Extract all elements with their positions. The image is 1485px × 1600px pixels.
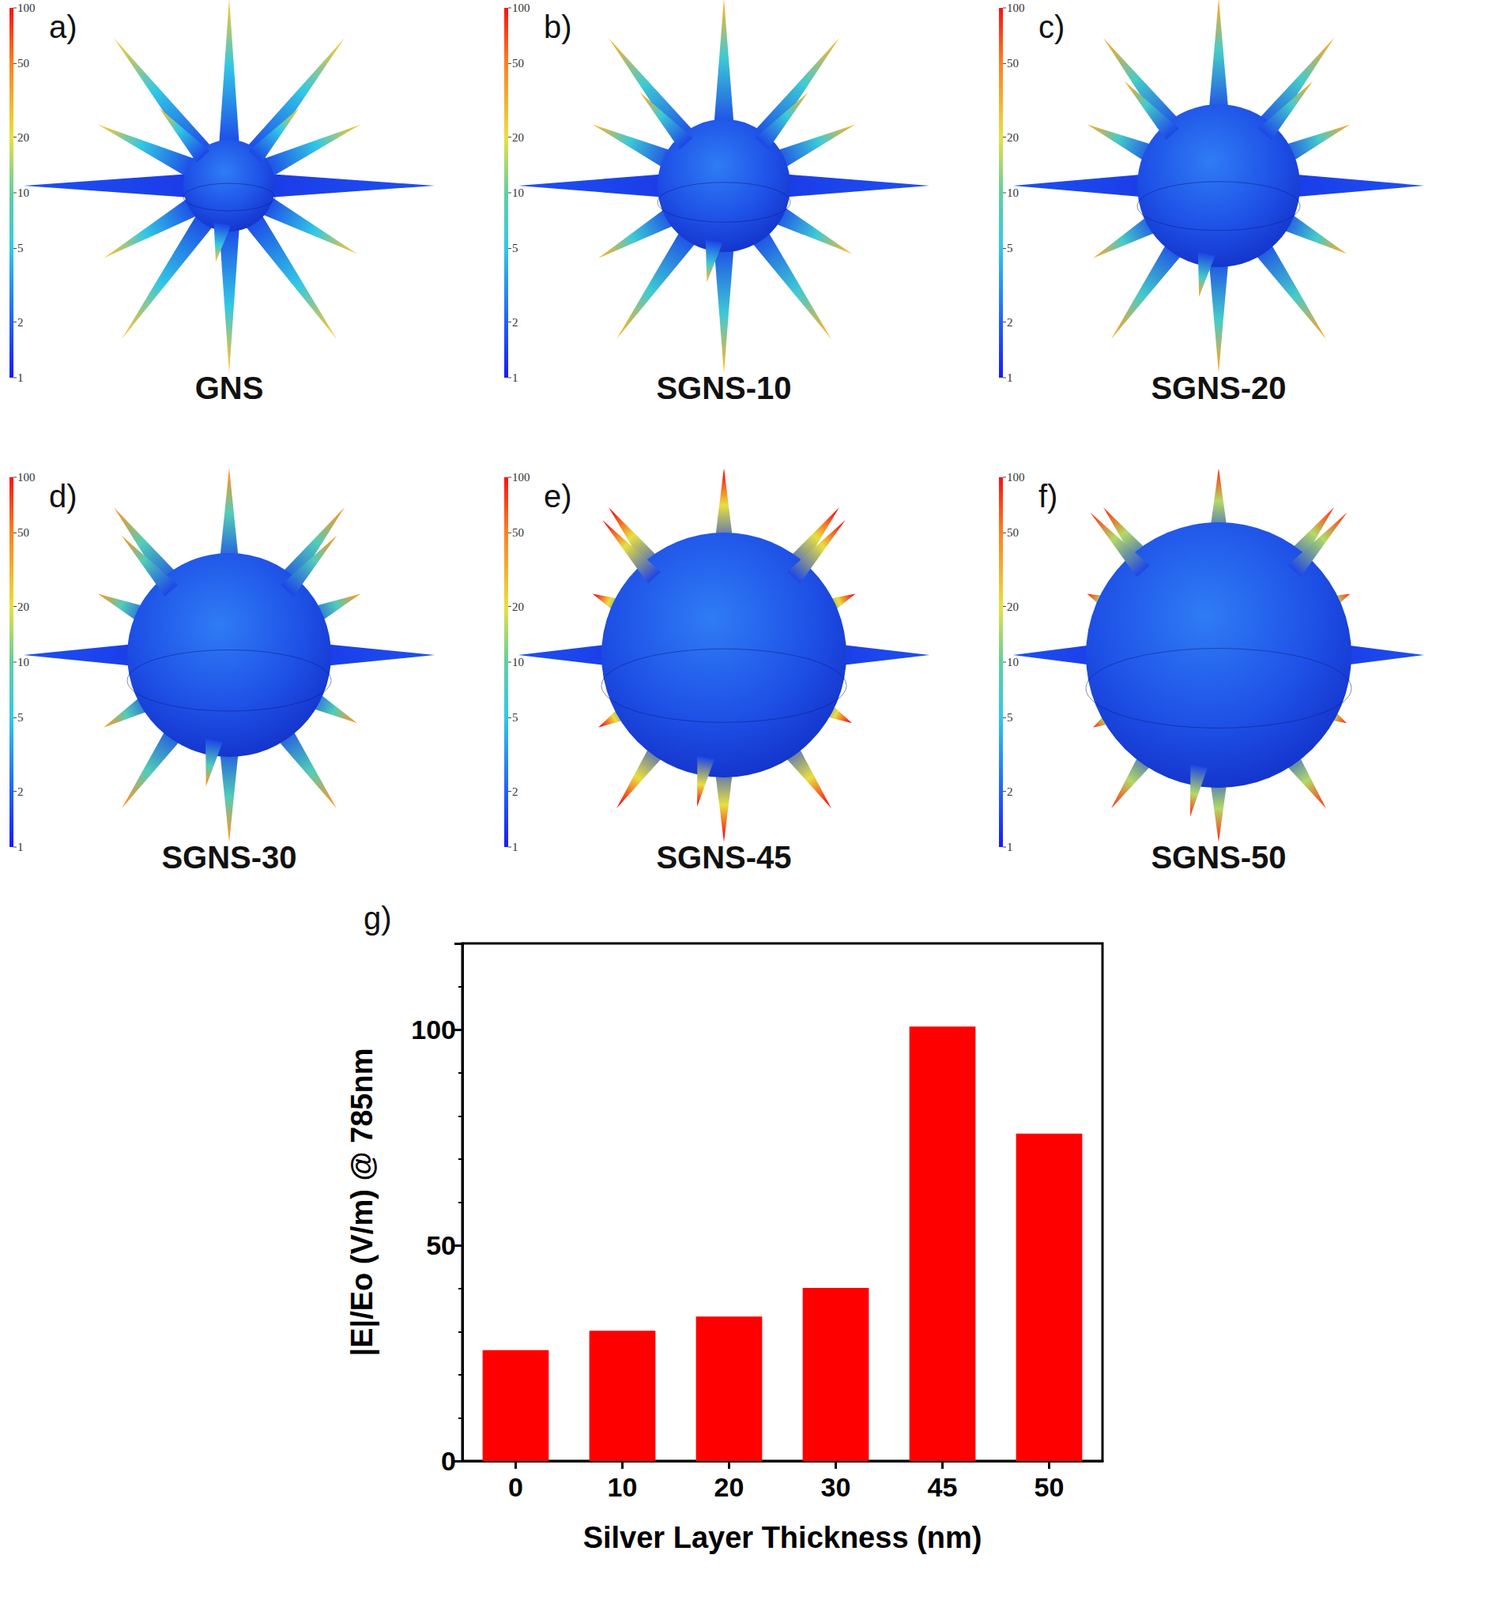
svg-text:2: 2 (512, 785, 519, 799)
svg-text:a): a) (48, 9, 78, 45)
svg-text:10: 10 (1006, 186, 1019, 200)
svg-text:10: 10 (1006, 655, 1019, 669)
svg-text:SGNS-20: SGNS-20 (1150, 370, 1286, 406)
svg-text:20: 20 (17, 131, 30, 144)
svg-text:1: 1 (17, 371, 24, 385)
svg-text:20: 20 (512, 131, 524, 144)
svg-text:5: 5 (17, 711, 24, 724)
svg-text:100: 100 (512, 471, 531, 484)
svg-text:50: 50 (512, 526, 524, 539)
svg-text:2: 2 (1006, 785, 1014, 799)
svg-text:100: 100 (1006, 471, 1026, 484)
svg-text:20: 20 (714, 1472, 745, 1503)
svg-text:50: 50 (1006, 56, 1019, 70)
svg-text:2: 2 (17, 785, 24, 799)
svg-text:20: 20 (1006, 600, 1019, 614)
svg-text:100: 100 (512, 1, 531, 15)
svg-text:5: 5 (512, 241, 519, 255)
svg-text:10: 10 (512, 186, 524, 200)
svg-text:100: 100 (17, 471, 36, 484)
svg-text:e): e) (543, 478, 573, 514)
svg-text:SGNS-45: SGNS-45 (655, 840, 792, 875)
svg-text:5: 5 (1006, 711, 1014, 724)
svg-text:50: 50 (512, 56, 524, 70)
svg-text:20: 20 (512, 600, 524, 614)
svg-text:20: 20 (17, 600, 30, 614)
svg-text:c): c) (1038, 9, 1065, 45)
svg-text:100: 100 (1006, 1, 1026, 15)
svg-text:5: 5 (17, 241, 24, 255)
svg-text:5: 5 (512, 711, 519, 724)
svg-text:100: 100 (17, 1, 36, 15)
svg-text:0: 0 (508, 1472, 524, 1503)
svg-text:|E|/Eo (V/m) @ 785nm: |E|/Eo (V/m) @ 785nm (345, 1048, 380, 1357)
svg-text:30: 30 (821, 1472, 852, 1503)
svg-text:50: 50 (1006, 526, 1019, 539)
svg-text:1: 1 (1006, 840, 1014, 854)
svg-text:SGNS-10: SGNS-10 (655, 370, 792, 406)
svg-text:0: 0 (440, 1446, 457, 1477)
svg-text:1: 1 (512, 840, 519, 854)
svg-text:1: 1 (512, 371, 519, 385)
svg-text:45: 45 (927, 1472, 958, 1503)
svg-text:1: 1 (1006, 371, 1014, 385)
svg-text:10: 10 (17, 186, 30, 200)
svg-text:SGNS-30: SGNS-30 (161, 840, 297, 875)
svg-text:SGNS-50: SGNS-50 (1150, 840, 1286, 875)
svg-text:5: 5 (1006, 241, 1014, 255)
svg-text:1: 1 (17, 840, 24, 854)
svg-text:50: 50 (17, 526, 30, 539)
svg-text:2: 2 (17, 316, 24, 329)
svg-text:GNS: GNS (195, 370, 264, 406)
svg-text:10: 10 (607, 1472, 638, 1503)
svg-text:2: 2 (1006, 316, 1014, 329)
svg-text:50: 50 (1034, 1472, 1065, 1503)
svg-text:d): d) (48, 478, 78, 514)
svg-text:b): b) (543, 9, 573, 45)
svg-text:50: 50 (17, 56, 30, 70)
svg-text:g): g) (363, 900, 392, 936)
svg-text:f): f) (1038, 478, 1058, 514)
svg-text:20: 20 (1006, 131, 1019, 144)
svg-text:2: 2 (512, 316, 519, 329)
svg-text:10: 10 (17, 655, 30, 669)
svg-text:50: 50 (425, 1230, 457, 1261)
svg-text:100: 100 (410, 1014, 457, 1045)
svg-text:10: 10 (512, 655, 524, 669)
svg-text:Silver Layer Thickness (nm): Silver Layer Thickness (nm) (583, 1521, 983, 1555)
